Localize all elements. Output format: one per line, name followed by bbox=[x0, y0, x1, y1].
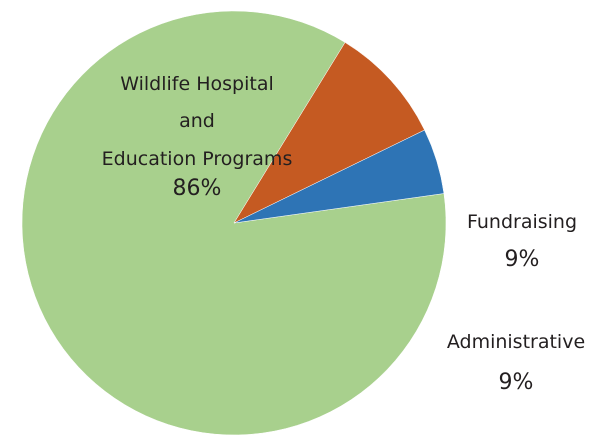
wildlife-label-line-2: and bbox=[179, 110, 215, 132]
pie-slice-fundraising bbox=[233, 42, 425, 224]
pie-slice-administrative bbox=[233, 129, 445, 224]
pie-slices bbox=[21, 10, 447, 436]
slice-label-fundraising: Fundraising 9% bbox=[467, 211, 577, 272]
fundraising-label: Fundraising bbox=[467, 211, 577, 233]
administrative-percent-label: 9% bbox=[499, 370, 534, 395]
wildlife-label-line-1: Wildlife Hospital bbox=[120, 73, 273, 95]
wildlife-label-line-3: Education Programs bbox=[102, 148, 293, 170]
slice-label-administrative: Administrative 9% bbox=[447, 331, 585, 395]
slice-label-wildlife: Wildlife Hospital and Education Programs… bbox=[102, 73, 293, 201]
wildlife-percent-label: 86% bbox=[173, 176, 222, 201]
administrative-label: Administrative bbox=[447, 331, 585, 353]
fundraising-percent-label: 9% bbox=[505, 247, 540, 272]
